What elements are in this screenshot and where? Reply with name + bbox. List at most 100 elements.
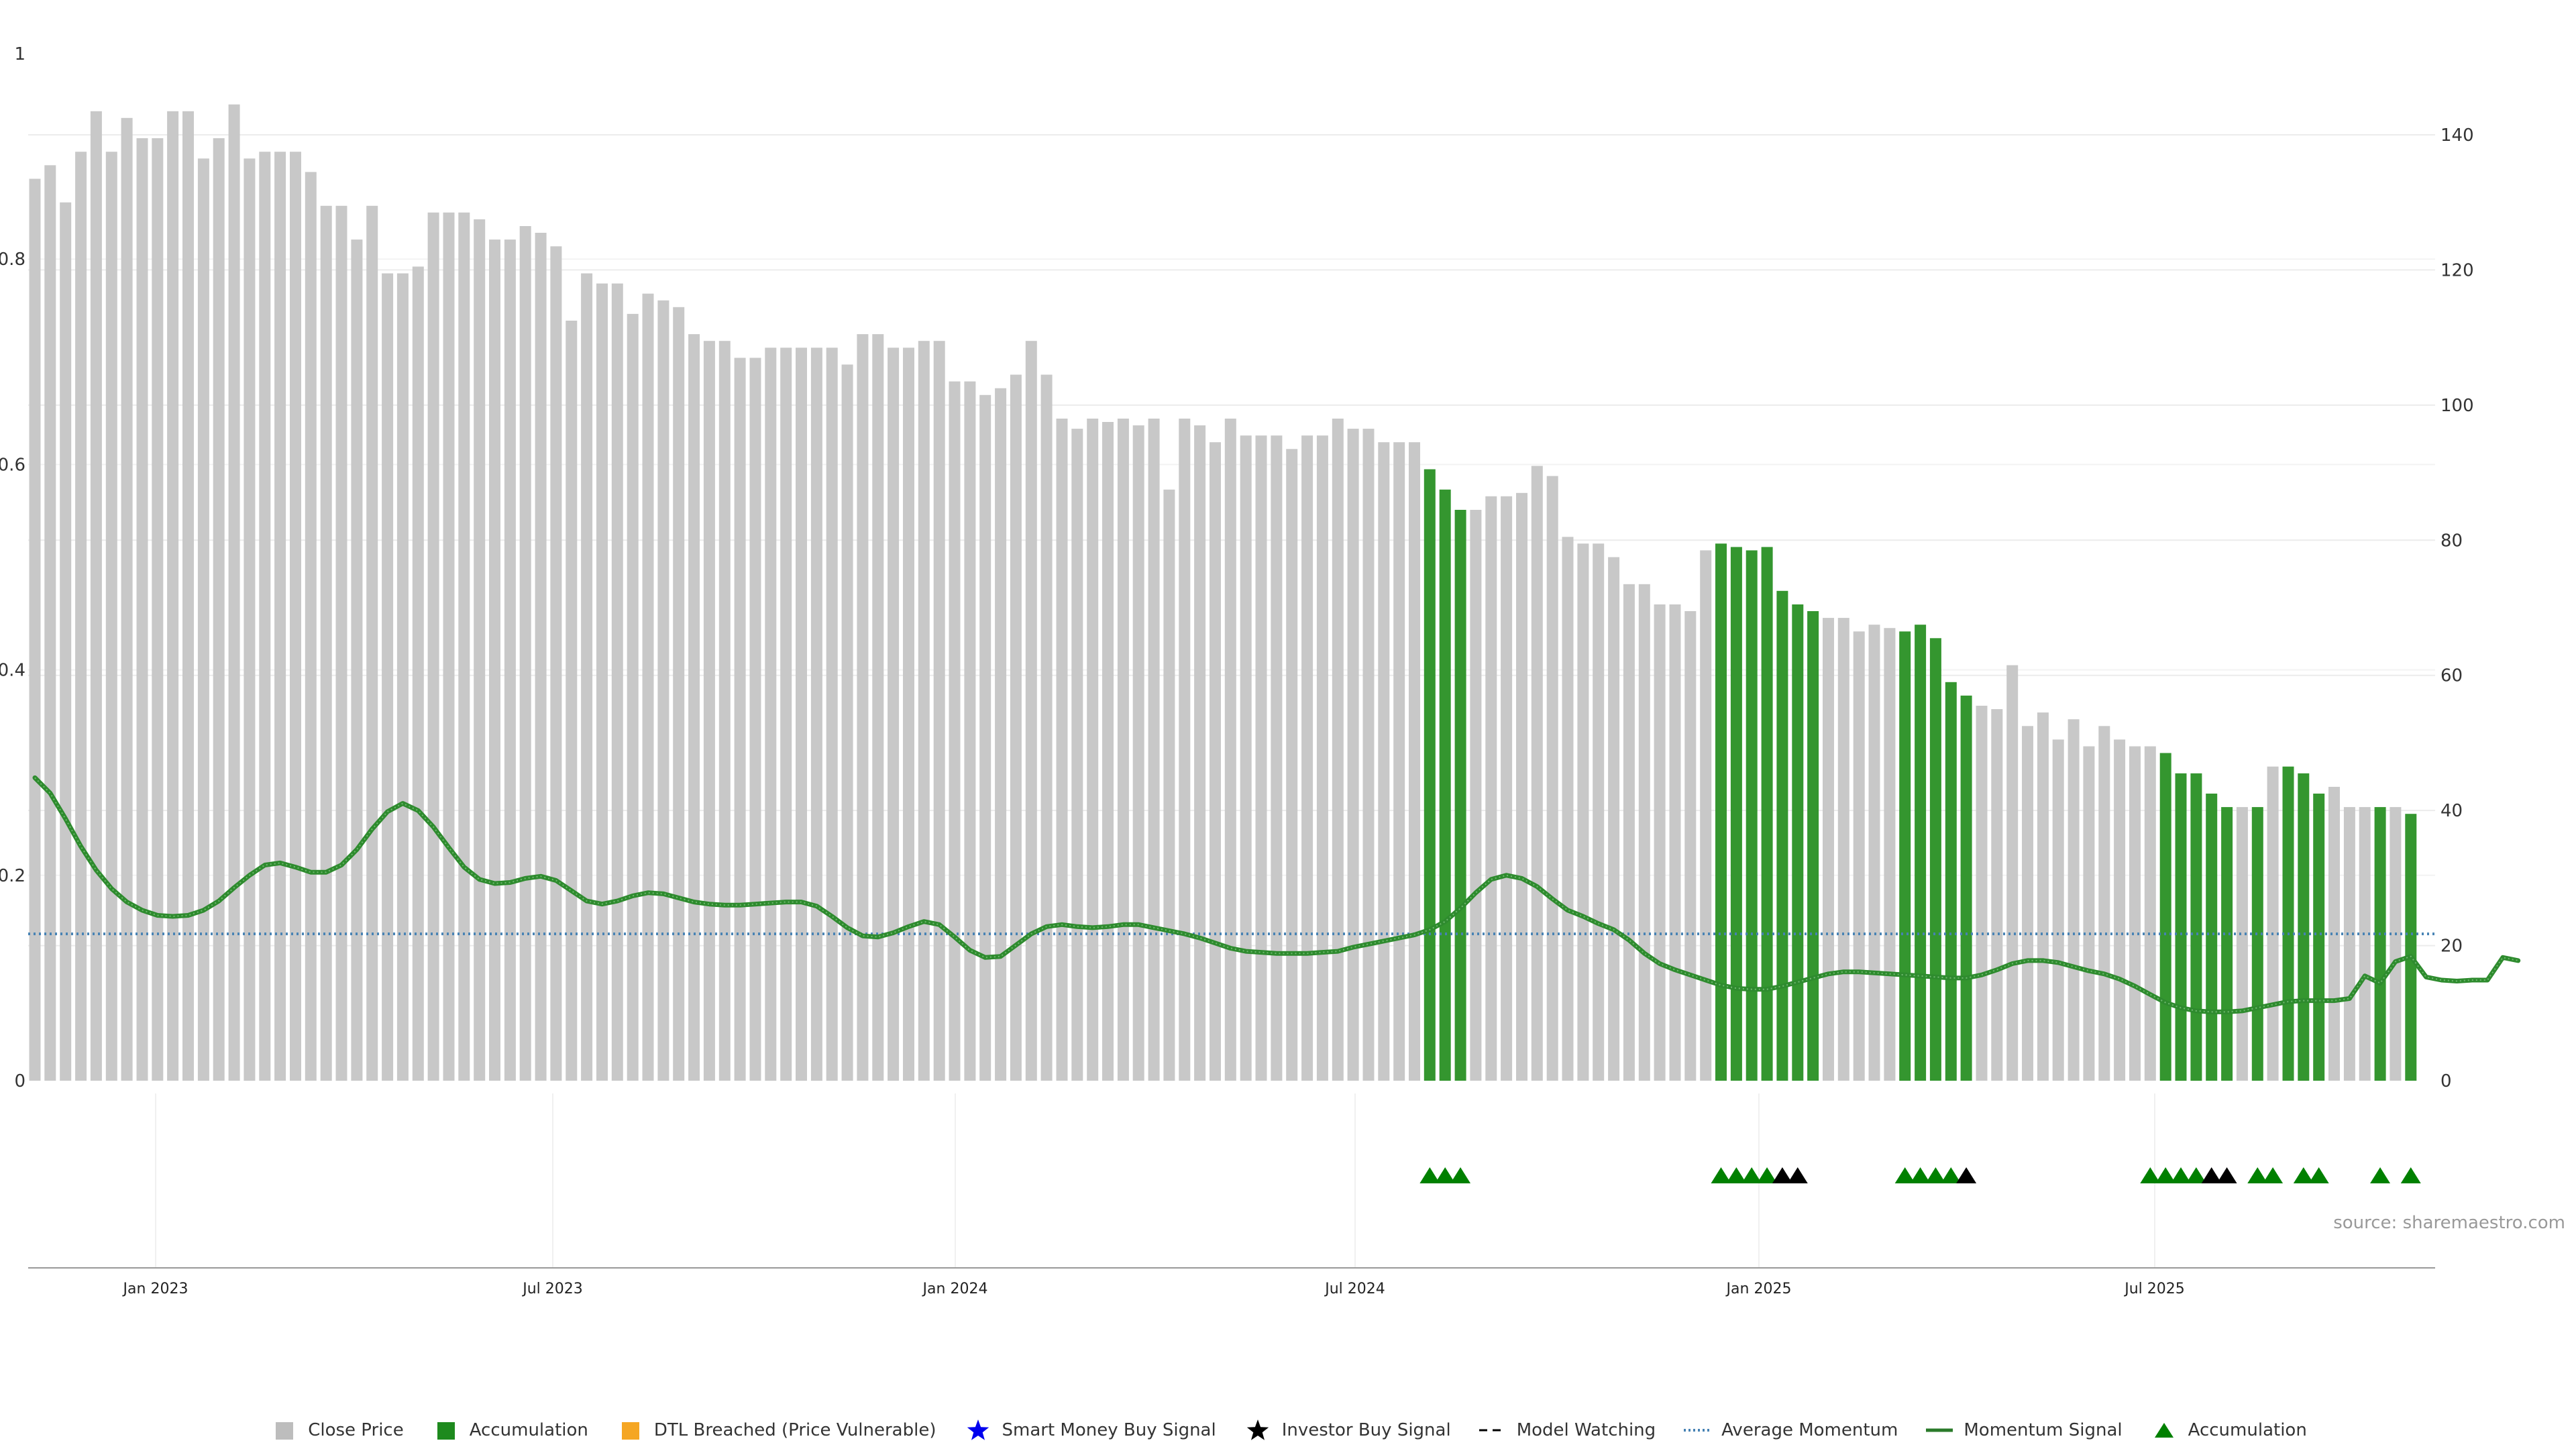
close-price-bar xyxy=(796,347,807,1081)
accumulation-bar xyxy=(1915,625,1927,1081)
close-price-bar xyxy=(474,219,486,1081)
accumulation-bar xyxy=(2190,773,2202,1081)
close-price-bar xyxy=(872,334,884,1081)
close-price-bar xyxy=(903,347,914,1081)
close-price-bar xyxy=(335,205,347,1081)
close-price-bar xyxy=(1868,625,1880,1081)
accumulation-bar xyxy=(2221,807,2233,1081)
accumulation-signal-triangle xyxy=(1726,1167,1747,1183)
close-price-bar xyxy=(197,158,209,1081)
x-axis-tick-label: Jul 2025 xyxy=(2123,1281,2185,1297)
accumulation-signal-triangle xyxy=(1941,1167,1962,1183)
close-price-bar xyxy=(1976,706,1988,1081)
close-price-bar xyxy=(1531,466,1543,1081)
close-price-bar xyxy=(933,341,945,1081)
accumulation-bar xyxy=(2313,794,2325,1081)
close-price-bar xyxy=(718,341,731,1081)
close-price-bar xyxy=(1025,341,1037,1081)
x-axis-tick-label: Jan 2024 xyxy=(922,1281,988,1297)
close-price-bar xyxy=(1516,492,1527,1081)
legend-item: Accumulation xyxy=(2149,1419,2307,1442)
x-axis-tick-label: Jul 2023 xyxy=(521,1281,583,1297)
close-price-bar xyxy=(703,341,715,1081)
accumulation-bar xyxy=(1715,543,1727,1081)
legend-item: DTL Breached (Price Vulnerable) xyxy=(615,1419,936,1442)
accumulation-bar xyxy=(2251,807,2263,1081)
close-price-bar xyxy=(1163,489,1175,1081)
accumulation-signal-triangle xyxy=(2155,1167,2176,1183)
close-price-bar xyxy=(2267,766,2279,1081)
legend-marker-star-icon xyxy=(1246,1419,1269,1440)
x-axis-tick-label: Jan 2025 xyxy=(1725,1281,1792,1297)
x-axis-tick-label: Jul 2024 xyxy=(1324,1281,1385,1297)
close-price-bar xyxy=(596,283,608,1081)
chart-svg: 0 20 40 60 80 100 120 140 0 0.2 0.4 0.6 0.8 1 Jan 2023… xyxy=(0,44,2521,1297)
right-axis-tick-label: 40 xyxy=(2440,801,2463,821)
accumulation-bar xyxy=(1454,510,1466,1081)
close-price-bar xyxy=(2114,739,2126,1081)
legend: Close Price Accumulation DTL Breached (Pri… xyxy=(0,1415,2576,1445)
legend-label: Accumulation xyxy=(2188,1420,2307,1440)
bars-layer xyxy=(29,104,2417,1081)
close-price-bar xyxy=(1593,543,1605,1081)
close-price-bar xyxy=(121,117,133,1081)
close-price-bar xyxy=(396,273,409,1081)
close-price-bar xyxy=(2037,712,2049,1081)
close-price-bar xyxy=(1040,374,1053,1081)
accumulation-bar xyxy=(2206,794,2218,1081)
close-price-bar xyxy=(1562,537,1574,1081)
left-axis-tick-label: 0.2 xyxy=(0,866,25,886)
close-price-bar xyxy=(841,364,853,1081)
close-price-bar xyxy=(44,165,56,1081)
accumulation-bar xyxy=(2374,807,2386,1081)
legend-item: Momentum Signal xyxy=(1925,1419,2123,1442)
close-price-bar xyxy=(1669,604,1681,1081)
close-price-bar xyxy=(1393,442,1405,1081)
legend-marker-dotted-icon xyxy=(1684,1429,1711,1432)
close-price-bar xyxy=(105,152,117,1081)
accumulation-signal-triangle xyxy=(2140,1167,2161,1183)
close-price-bar xyxy=(642,293,654,1081)
close-price-bar xyxy=(1255,435,1267,1081)
accumulation-signal-triangle xyxy=(2263,1167,2284,1183)
accumulation-bar xyxy=(1960,695,1972,1081)
close-price-bar xyxy=(458,212,470,1081)
legend-marker-square-icon xyxy=(276,1422,294,1440)
close-price-bar xyxy=(1332,419,1344,1081)
accumulation-signal-triangle xyxy=(1910,1167,1931,1183)
legend-marker-square-icon xyxy=(621,1422,639,1440)
accumulation-bar xyxy=(2405,814,2417,1081)
close-price-bar xyxy=(566,321,578,1081)
legend-label: Model Watching xyxy=(1516,1420,1656,1440)
close-price-bar xyxy=(29,178,41,1081)
close-price-bar xyxy=(1362,429,1375,1081)
close-price-bar xyxy=(949,381,961,1081)
left-axis-tick-label: 1 xyxy=(14,44,25,64)
accumulation-bar xyxy=(1945,682,1957,1081)
accumulation-signal-triangle xyxy=(2186,1167,2206,1183)
close-price-bar xyxy=(550,246,562,1081)
close-price-bar xyxy=(1837,618,1849,1081)
axis-layer: 0 20 40 60 80 100 120 140 0 0.2 0.4 0.6 0.8 1 Jan 2023… xyxy=(0,44,2474,1297)
close-price-bar xyxy=(673,307,685,1081)
close-price-bar xyxy=(1378,442,1390,1081)
close-price-bar xyxy=(1316,435,1328,1081)
accumulation-bar xyxy=(2282,766,2294,1081)
signals-layer xyxy=(1419,1167,2421,1183)
close-price-bar xyxy=(2359,807,2371,1081)
close-price-bar xyxy=(749,358,761,1081)
investor-signal-triangle xyxy=(1787,1167,1808,1183)
close-price-bar xyxy=(90,111,102,1081)
investor-signal-triangle xyxy=(1956,1167,1977,1183)
close-price-bar xyxy=(1210,442,1221,1081)
legend-label: Accumulation xyxy=(469,1420,588,1440)
close-price-bar xyxy=(581,273,593,1081)
close-price-bar xyxy=(2068,719,2080,1081)
investor-signal-triangle xyxy=(1772,1167,1792,1183)
legend-marker-square-icon xyxy=(437,1422,455,1440)
close-price-bar xyxy=(1608,557,1620,1081)
accumulation-bar xyxy=(2175,773,2187,1081)
investor-signal-triangle xyxy=(2216,1167,2237,1183)
close-price-bar xyxy=(780,347,792,1081)
close-price-bar xyxy=(244,158,256,1081)
